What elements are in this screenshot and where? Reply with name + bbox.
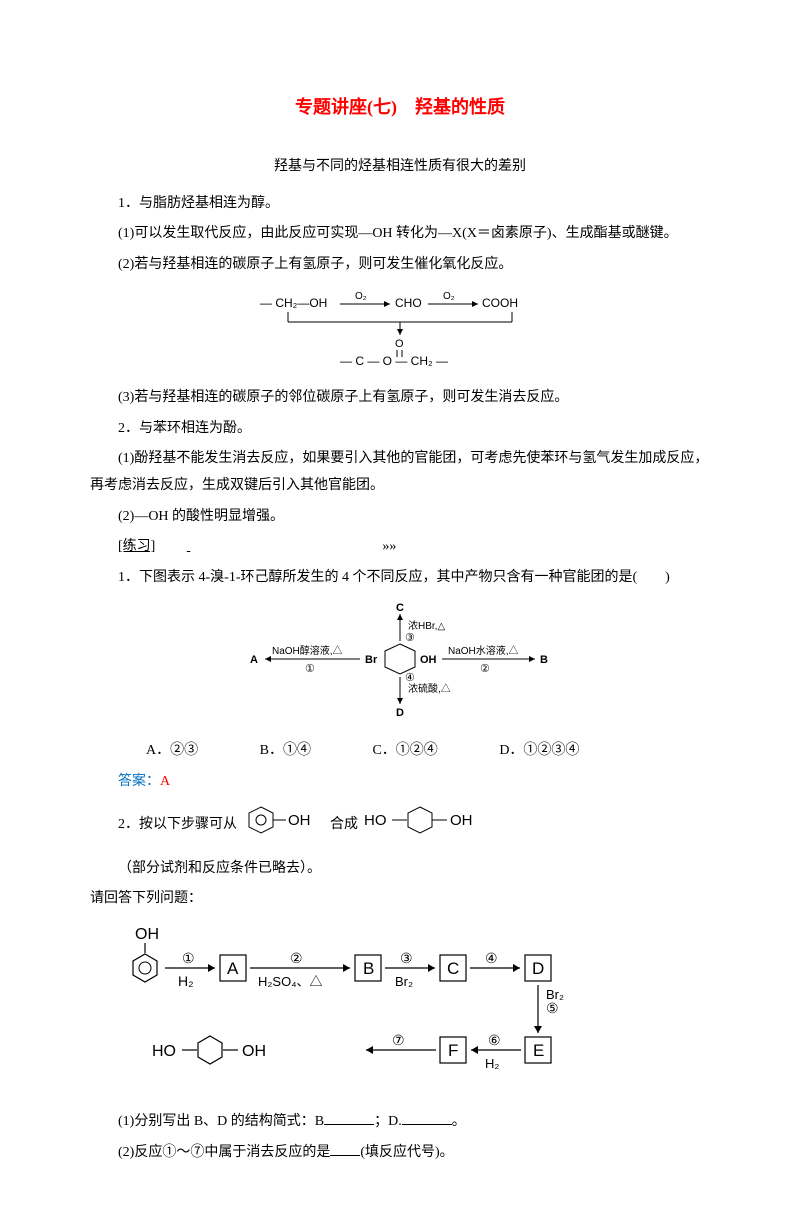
practice-label: [练习]	[118, 539, 155, 554]
svg-text:②: ②	[290, 950, 303, 966]
svg-text:③: ③	[400, 950, 413, 966]
diol-structure: HO OH	[362, 799, 517, 852]
q2-next: 请回答下列问题：	[90, 886, 710, 913]
q2-2b: (填反应代号)。	[360, 1145, 453, 1160]
blank-b	[324, 1110, 374, 1125]
svg-text:①: ①	[305, 663, 315, 675]
svg-text:OH: OH	[242, 1043, 266, 1060]
svg-text:⑥: ⑥	[488, 1032, 501, 1048]
svg-text:C: C	[396, 602, 404, 614]
blank-elim	[330, 1141, 360, 1156]
svg-text:⑦: ⑦	[392, 1032, 405, 1048]
synthesis-diagram: OH ① H₂ A ② H₂SO₄、△ B ③ Br₂	[90, 921, 710, 1102]
svg-text:⑤: ⑤	[546, 1000, 559, 1016]
svg-text:CHO: CHO	[395, 296, 422, 310]
svg-text:②: ②	[480, 663, 490, 675]
section-2: 2．与苯环相连为酚。	[90, 416, 710, 443]
svg-text:E: E	[533, 1041, 544, 1060]
svg-text:D: D	[396, 707, 404, 719]
svg-text:B: B	[363, 959, 374, 978]
svg-text:D: D	[532, 959, 544, 978]
svg-text:OH: OH	[288, 812, 311, 829]
svg-text:H₂SO₄、△: H₂SO₄、△	[258, 974, 323, 989]
svg-text:OH: OH	[135, 926, 159, 943]
svg-text:HO: HO	[364, 812, 387, 829]
practice-header: [练习] »»	[90, 534, 710, 561]
section-2-1: (1)酚羟基不能发生消去反应，如果要引入其他的官能团，可考虑先使苯环与氢气发生加…	[90, 446, 710, 499]
svg-text:H₂: H₂	[178, 973, 194, 989]
svg-text:NaOH水溶液,△: NaOH水溶液,△	[448, 644, 519, 657]
subtitle: 羟基与不同的烃基相连性质有很大的差别	[90, 154, 710, 181]
option-d: D．①②③④	[471, 738, 579, 765]
q2-1c: 。	[452, 1114, 466, 1129]
phenol-structure: OH	[241, 799, 326, 852]
section-1-2: (2)若与羟基相连的碳原子上有氢原子，则可发生催化氧化反应。	[90, 252, 710, 279]
q1-answer: 答案：A	[90, 769, 710, 796]
svg-text:③: ③	[405, 632, 415, 644]
q2-mid: 合成	[330, 812, 358, 839]
page-title: 专题讲座(七) 羟基的性质	[90, 90, 710, 124]
option-c: C．①②④	[344, 738, 437, 765]
q2-sub1: (1)分别写出 B、D 的结构简式：B ；D. 。	[90, 1109, 710, 1136]
svg-text:COOH: COOH	[482, 296, 518, 310]
svg-text:④: ④	[405, 672, 415, 684]
section-1: 1．与脂肪烃基相连为醇。	[90, 191, 710, 218]
practice-arrows: »»	[382, 539, 396, 554]
svg-text:O: O	[395, 338, 404, 350]
q2-1a: (1)分别写出 B、D 的结构简式：B	[118, 1114, 324, 1129]
option-b: B．①④	[232, 738, 311, 765]
section-2-2: (2)—OH 的酸性明显增强。	[90, 504, 710, 531]
svg-text:HO: HO	[152, 1043, 176, 1060]
answer-value: A	[160, 774, 170, 789]
svg-text:H₂: H₂	[485, 1056, 499, 1071]
section-1-1: (1)可以发生取代反应，由此反应可实现—OH 转化为—X(X＝卤素原子)、生成酯…	[90, 221, 710, 248]
svg-text:OH: OH	[420, 654, 437, 666]
svg-text:C: C	[447, 959, 459, 978]
q2-prefix: 2．按以下步骤可从	[118, 812, 237, 839]
answer-label: 答案：	[118, 774, 160, 789]
q2-2a: (2)反应①～⑦中属于消去反应的是	[118, 1145, 330, 1160]
svg-text:NaOH醇溶液,△: NaOH醇溶液,△	[272, 644, 343, 657]
svg-text:Br₂: Br₂	[395, 974, 413, 989]
svg-text:— CH₂—OH: — CH₂—OH	[260, 296, 327, 310]
svg-text:④: ④	[485, 950, 498, 966]
q1-options: A．②③ B．①④ C．①②④ D．①②③④	[90, 738, 710, 765]
svg-text:O₂: O₂	[355, 291, 367, 302]
oxidation-diagram: — CH₂—OH O₂ CHO O₂ COOH O — C — O — CH₂ …	[90, 287, 710, 378]
svg-text:A: A	[250, 654, 258, 666]
svg-text:B: B	[540, 654, 548, 666]
question-2: 2．按以下步骤可从 OH 合成 HO OH （部分试剂和反应条件已略去）。	[90, 799, 710, 882]
svg-text:F: F	[448, 1041, 458, 1060]
q2-suffix: （部分试剂和反应条件已略去）。	[118, 856, 321, 883]
page: 专题讲座(七) 羟基的性质 羟基与不同的烃基相连性质有很大的差别 1．与脂肪烃基…	[0, 0, 800, 1211]
svg-text:A: A	[227, 959, 239, 978]
svg-text:OH: OH	[450, 812, 473, 829]
svg-text:Br: Br	[365, 654, 378, 666]
reaction-diagram: Br OH NaOH醇溶液,△ ① A NaOH水溶液,△ ② B 浓HBr,△…	[90, 599, 710, 730]
question-1: 1．下图表示 4-溴-1-环己醇所发生的 4 个不同反应，其中产物只含有一种官能…	[90, 565, 710, 592]
blank-d	[402, 1110, 452, 1125]
option-a: A．②③	[118, 738, 198, 765]
svg-text:— C — O — CH₂ —: — C — O — CH₂ —	[340, 354, 448, 367]
section-1-3: (3)若与羟基相连的碳原子的邻位碳原子上有氢原子，则可发生消去反应。	[90, 385, 710, 412]
svg-text:①: ①	[182, 950, 195, 966]
svg-text:Br₂: Br₂	[546, 987, 564, 1002]
q2-sub2: (2)反应①～⑦中属于消去反应的是 (填反应代号)。	[90, 1140, 710, 1167]
q2-1b: ；D.	[374, 1114, 402, 1129]
svg-text:O₂: O₂	[443, 291, 455, 302]
svg-text:浓HBr,△: 浓HBr,△	[408, 620, 445, 632]
